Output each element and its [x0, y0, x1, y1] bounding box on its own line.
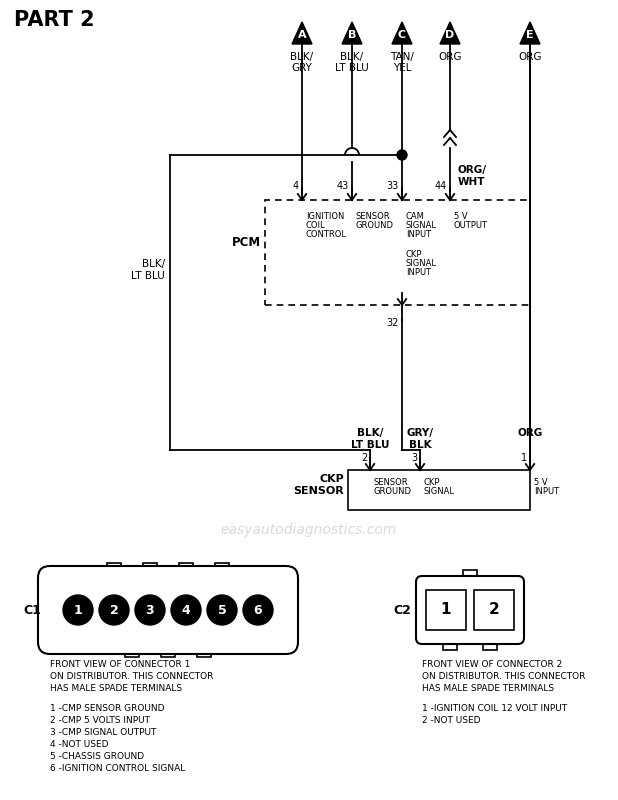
Text: 44: 44 [434, 181, 447, 191]
Text: C1: C1 [23, 603, 41, 617]
Text: ON DISTRIBUTOR. THIS CONNECTOR: ON DISTRIBUTOR. THIS CONNECTOR [422, 672, 585, 681]
Text: 2: 2 [361, 453, 367, 463]
Text: 5 V: 5 V [534, 478, 548, 487]
Circle shape [171, 595, 201, 625]
Text: INPUT: INPUT [406, 268, 431, 277]
FancyBboxPatch shape [474, 590, 514, 630]
Text: BLK/
LT BLU: BLK/ LT BLU [335, 52, 369, 73]
Text: E: E [526, 30, 534, 40]
Text: FRONT VIEW OF CONNECTOR 2: FRONT VIEW OF CONNECTOR 2 [422, 660, 562, 669]
Text: SIGNAL: SIGNAL [406, 259, 437, 268]
Text: 3: 3 [411, 453, 417, 463]
Text: BLK/
GRY: BLK/ GRY [290, 52, 313, 73]
Text: ON DISTRIBUTOR. THIS CONNECTOR: ON DISTRIBUTOR. THIS CONNECTOR [50, 672, 213, 681]
FancyBboxPatch shape [179, 563, 193, 575]
Circle shape [63, 595, 93, 625]
Text: SIGNAL: SIGNAL [424, 487, 455, 496]
Text: 4 -NOT USED: 4 -NOT USED [50, 740, 109, 749]
Text: ORG: ORG [517, 428, 543, 438]
Text: 6 -IGNITION CONTROL SIGNAL: 6 -IGNITION CONTROL SIGNAL [50, 764, 185, 773]
FancyBboxPatch shape [416, 576, 524, 644]
Text: 1: 1 [74, 603, 82, 617]
Circle shape [99, 595, 129, 625]
Polygon shape [392, 22, 412, 44]
Text: ORG/
WHT: ORG/ WHT [458, 165, 487, 186]
FancyBboxPatch shape [463, 570, 477, 582]
Text: GROUND: GROUND [374, 487, 412, 496]
Polygon shape [440, 22, 460, 44]
Text: C: C [398, 30, 406, 40]
Text: 4: 4 [182, 603, 190, 617]
Text: FRONT VIEW OF CONNECTOR 1: FRONT VIEW OF CONNECTOR 1 [50, 660, 190, 669]
Circle shape [397, 150, 407, 160]
Text: CONTROL: CONTROL [306, 230, 347, 239]
Text: PART 2: PART 2 [14, 10, 95, 30]
Text: 2: 2 [489, 602, 499, 618]
FancyBboxPatch shape [443, 640, 457, 650]
Text: 33: 33 [387, 181, 399, 191]
FancyBboxPatch shape [38, 566, 298, 654]
Text: BLK/
LT BLU: BLK/ LT BLU [351, 428, 389, 450]
Text: 1 -CMP SENSOR GROUND: 1 -CMP SENSOR GROUND [50, 704, 164, 713]
Circle shape [207, 595, 237, 625]
Text: 5 -CHASSIS GROUND: 5 -CHASSIS GROUND [50, 752, 144, 761]
Text: TAN/
YEL: TAN/ YEL [390, 52, 414, 73]
FancyBboxPatch shape [197, 645, 211, 657]
Text: IGNITION: IGNITION [306, 212, 344, 221]
Text: B: B [348, 30, 356, 40]
Text: A: A [298, 30, 307, 40]
Text: 5: 5 [218, 603, 226, 617]
Text: 32: 32 [387, 318, 399, 328]
Text: GROUND: GROUND [356, 221, 394, 230]
Text: 1: 1 [441, 602, 451, 618]
FancyBboxPatch shape [125, 645, 139, 657]
Circle shape [135, 595, 165, 625]
Text: 1: 1 [521, 453, 527, 463]
Polygon shape [520, 22, 540, 44]
Text: 43: 43 [337, 181, 349, 191]
Polygon shape [342, 22, 362, 44]
Bar [348, 470, 530, 510]
Text: 5 V: 5 V [454, 212, 468, 221]
Text: CKP: CKP [406, 250, 423, 259]
Text: PCM: PCM [232, 235, 261, 249]
Text: COIL: COIL [306, 221, 326, 230]
FancyBboxPatch shape [215, 563, 229, 575]
Text: ORG: ORG [438, 52, 462, 62]
Text: CAM: CAM [406, 212, 425, 221]
FancyBboxPatch shape [483, 640, 497, 650]
Text: 3 -CMP SIGNAL OUTPUT: 3 -CMP SIGNAL OUTPUT [50, 728, 156, 737]
Text: 1 -IGNITION COIL 12 VOLT INPUT: 1 -IGNITION COIL 12 VOLT INPUT [422, 704, 567, 713]
FancyBboxPatch shape [143, 563, 157, 575]
Text: SENSOR: SENSOR [356, 212, 391, 221]
Polygon shape [292, 22, 312, 44]
Text: OUTPUT: OUTPUT [454, 221, 488, 230]
Bar [265, 200, 530, 305]
Text: 2 -CMP 5 VOLTS INPUT: 2 -CMP 5 VOLTS INPUT [50, 716, 150, 725]
Text: INPUT: INPUT [534, 487, 559, 496]
FancyBboxPatch shape [107, 563, 121, 575]
Text: CKP: CKP [424, 478, 441, 487]
Text: HAS MALE SPADE TERMINALS: HAS MALE SPADE TERMINALS [50, 684, 182, 693]
Text: ORG: ORG [519, 52, 542, 62]
Text: 6: 6 [253, 603, 262, 617]
Text: CKP
SENSOR: CKP SENSOR [294, 474, 344, 496]
FancyBboxPatch shape [161, 645, 175, 657]
Text: 2 -NOT USED: 2 -NOT USED [422, 716, 481, 725]
Text: 2: 2 [109, 603, 119, 617]
Text: BLK/
LT BLU: BLK/ LT BLU [131, 259, 165, 281]
Text: 4: 4 [293, 181, 299, 191]
Text: GRY/
BLK: GRY/ BLK [407, 428, 433, 450]
Text: 3: 3 [146, 603, 154, 617]
FancyBboxPatch shape [426, 590, 466, 630]
Text: SIGNAL: SIGNAL [406, 221, 437, 230]
Text: SENSOR: SENSOR [374, 478, 408, 487]
Text: HAS MALE SPADE TERMINALS: HAS MALE SPADE TERMINALS [422, 684, 554, 693]
Circle shape [243, 595, 273, 625]
Text: C2: C2 [393, 603, 411, 617]
Text: easyautodiagnostics.com: easyautodiagnostics.com [221, 523, 397, 537]
Text: INPUT: INPUT [406, 230, 431, 239]
Text: D: D [446, 30, 455, 40]
